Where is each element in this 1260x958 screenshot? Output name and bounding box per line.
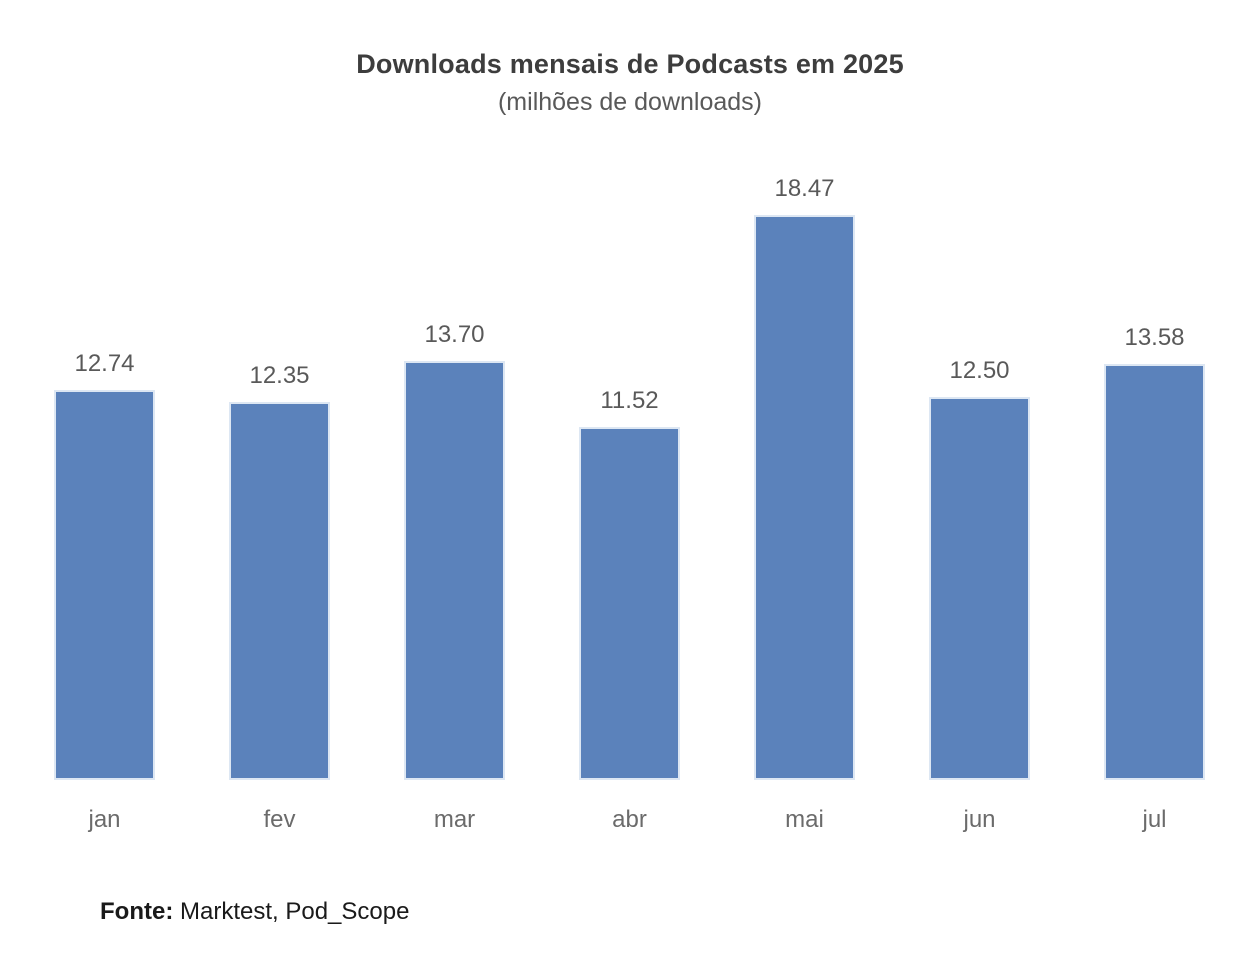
x-axis-label: abr bbox=[612, 806, 647, 833]
bar bbox=[1104, 364, 1205, 780]
bar-column: 12.35 fev bbox=[229, 160, 330, 840]
bar-value-label: 11.52 bbox=[600, 387, 659, 414]
bar-value-label: 18.47 bbox=[774, 175, 835, 202]
source-label: Fonte: bbox=[100, 898, 174, 925]
bar-column: 12.74 jan bbox=[54, 160, 155, 840]
x-axis-label: mai bbox=[785, 806, 824, 833]
bar-column: 18.47 mai bbox=[754, 160, 855, 840]
bar bbox=[404, 361, 505, 780]
bar-column: 11.52 abr bbox=[579, 160, 680, 840]
x-axis-label: fev bbox=[263, 806, 296, 833]
bar bbox=[929, 397, 1030, 780]
bar-column: 13.58 jul bbox=[1104, 160, 1205, 840]
bar bbox=[579, 427, 680, 780]
x-axis-label: jul bbox=[1142, 806, 1167, 833]
chart-header: Downloads mensais de Podcasts em 2025 (m… bbox=[0, 48, 1260, 118]
bar-value-label: 12.50 bbox=[949, 357, 1010, 384]
bar bbox=[229, 402, 330, 780]
bar-column: 13.70 mar bbox=[404, 160, 505, 840]
chart-title: Downloads mensais de Podcasts em 2025 bbox=[356, 49, 904, 79]
x-axis-label: mar bbox=[433, 806, 476, 833]
chart-subtitle: (milhões de downloads) bbox=[497, 87, 763, 116]
plot-area: 12.74 jan 12.35 fev 13.70 mar 11.52 abr 18.47 mai… bbox=[54, 160, 1205, 840]
bar-value-label: 13.70 bbox=[424, 321, 485, 348]
source-text: Marktest, Pod_Scope bbox=[173, 898, 410, 925]
x-axis-label: jun bbox=[963, 806, 996, 833]
bar bbox=[54, 390, 155, 780]
bar-value-label: 12.35 bbox=[249, 362, 310, 389]
source-line: Fonte: Marktest, Pod_Scope bbox=[100, 898, 409, 926]
bar-value-label: 12.74 bbox=[74, 350, 135, 377]
x-axis-label: jan bbox=[88, 806, 121, 833]
bar-column: 12.50 jun bbox=[929, 160, 1030, 840]
bar-value-label: 13.58 bbox=[1124, 324, 1185, 351]
bar bbox=[754, 215, 855, 780]
